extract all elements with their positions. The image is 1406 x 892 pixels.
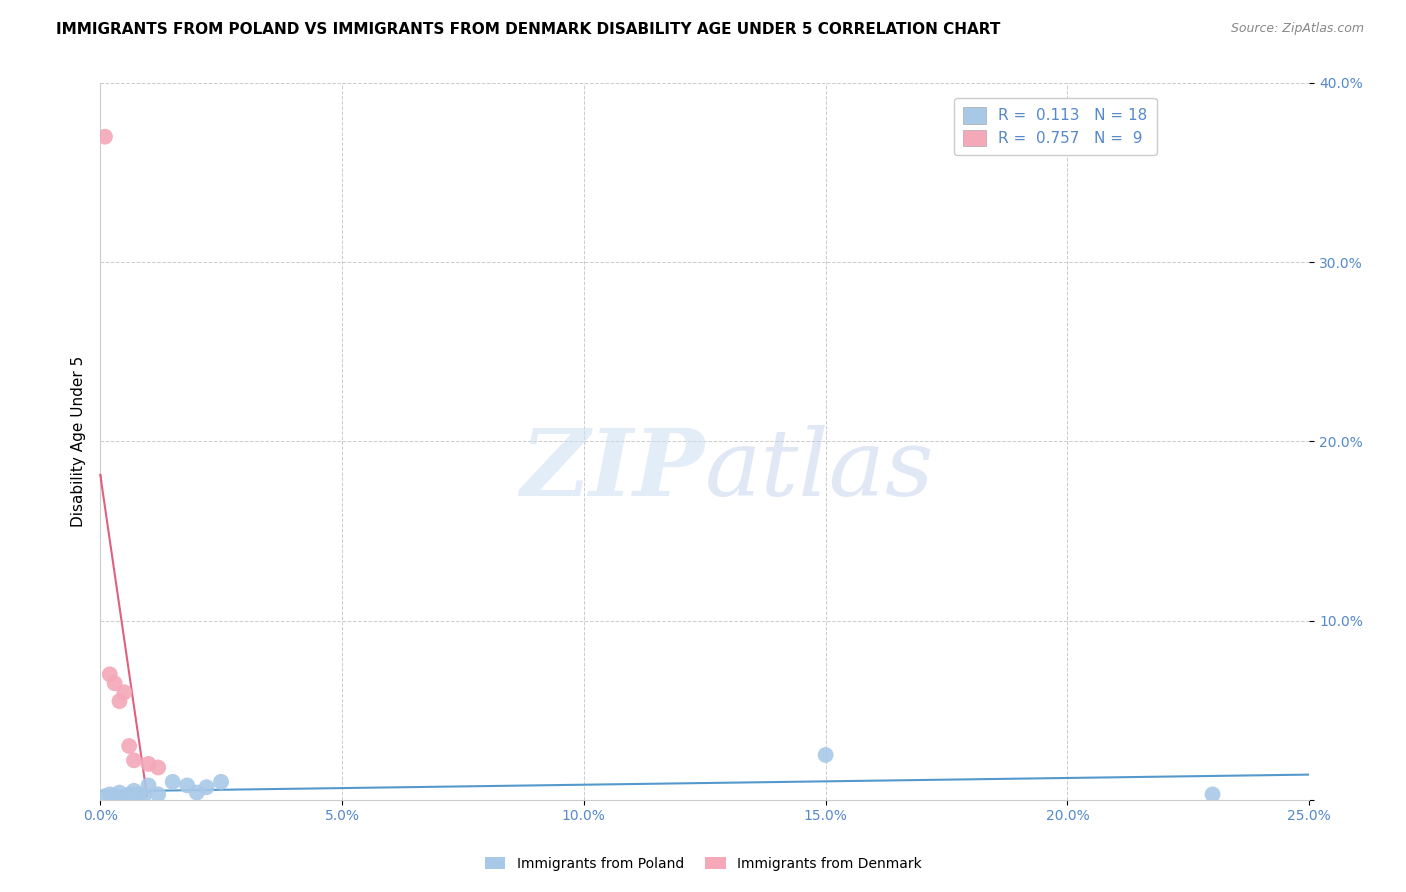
Point xyxy=(162,774,184,789)
Point xyxy=(98,788,121,802)
Legend: Immigrants from Poland, Immigrants from Denmark: Immigrants from Poland, Immigrants from … xyxy=(479,851,927,876)
Legend: R =  0.113   N = 18, R =  0.757   N =  9: R = 0.113 N = 18, R = 0.757 N = 9 xyxy=(953,98,1157,155)
Point xyxy=(122,784,145,798)
Point xyxy=(128,788,150,802)
Point xyxy=(138,756,160,771)
Point xyxy=(195,780,218,795)
Point xyxy=(146,760,169,774)
Point xyxy=(108,694,131,708)
Point xyxy=(146,788,169,802)
Point xyxy=(94,129,117,144)
Point xyxy=(112,789,135,804)
Point xyxy=(94,789,117,804)
Point xyxy=(112,685,135,699)
Point xyxy=(98,667,121,681)
Point xyxy=(104,676,127,690)
Point xyxy=(108,786,131,800)
Text: ZIP: ZIP xyxy=(520,425,704,515)
Point xyxy=(118,739,141,753)
Text: IMMIGRANTS FROM POLAND VS IMMIGRANTS FROM DENMARK DISABILITY AGE UNDER 5 CORRELA: IMMIGRANTS FROM POLAND VS IMMIGRANTS FRO… xyxy=(56,22,1001,37)
Y-axis label: Disability Age Under 5: Disability Age Under 5 xyxy=(72,356,86,527)
Point xyxy=(209,774,232,789)
Point xyxy=(814,747,837,762)
Point xyxy=(1201,788,1223,802)
Text: atlas: atlas xyxy=(704,425,934,515)
Point xyxy=(186,786,208,800)
Point xyxy=(104,789,127,804)
Point xyxy=(138,779,160,793)
Point xyxy=(118,788,141,802)
Point xyxy=(176,779,198,793)
Point xyxy=(122,753,145,767)
Text: Source: ZipAtlas.com: Source: ZipAtlas.com xyxy=(1230,22,1364,36)
Point xyxy=(132,789,155,804)
